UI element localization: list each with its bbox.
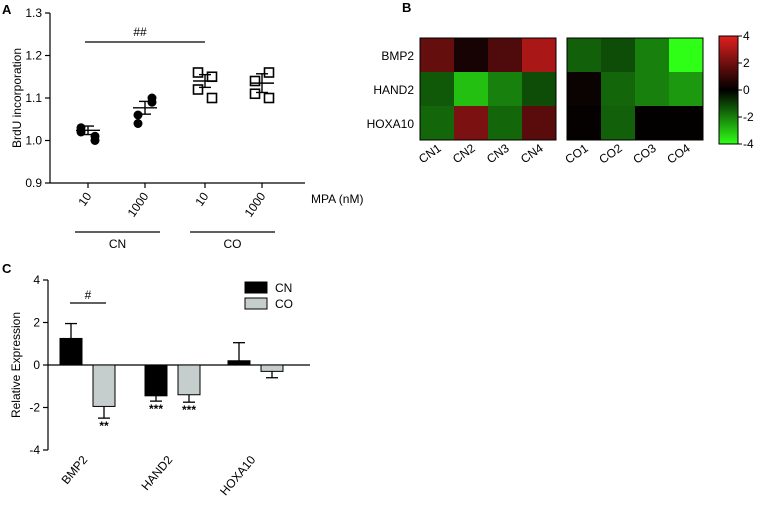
x-tick-label: HOXA10 xyxy=(217,453,258,499)
heatmap-cell xyxy=(488,72,522,106)
x-axis-title: MPA (nM) xyxy=(311,192,363,206)
significance-label: # xyxy=(85,288,92,302)
data-point xyxy=(263,67,275,78)
y-axis-title: Relative Expression xyxy=(9,312,23,418)
x-tick-label: 10 xyxy=(192,189,211,208)
x-tick-label: 1000 xyxy=(125,189,152,219)
legend-label: CO xyxy=(275,297,293,311)
significance-stars: *** xyxy=(182,403,196,417)
data-point xyxy=(206,71,218,83)
data-point xyxy=(192,84,204,95)
heatmap-cell xyxy=(488,38,522,72)
heatmap-cell xyxy=(601,106,635,140)
y-tick-label: 0.9 xyxy=(25,176,42,190)
heatmap-column-label: CO1 xyxy=(562,141,591,167)
heatmap-cell xyxy=(522,38,556,72)
heatmap-column-label: CO4 xyxy=(664,141,693,167)
color-scale-bar xyxy=(718,35,739,145)
significance-stars: ** xyxy=(99,419,109,433)
heatmap-cell xyxy=(488,106,522,140)
heatmap-cell xyxy=(635,106,669,140)
heatmap-row-label: HAND2 xyxy=(373,83,414,97)
legend-label: CN xyxy=(275,281,292,295)
bar xyxy=(144,364,168,397)
x-tick-label: 1000 xyxy=(242,189,269,219)
panel-label-c: C xyxy=(2,261,12,276)
bar xyxy=(177,364,201,396)
bar xyxy=(260,364,284,372)
heatmap-cell xyxy=(669,38,703,72)
significance-label: ## xyxy=(133,25,147,39)
panel-label-b: B xyxy=(402,0,411,15)
y-tick-label: 1.1 xyxy=(25,91,42,105)
heatmap-border xyxy=(419,37,557,141)
heatmap-cell xyxy=(420,106,454,140)
data-point xyxy=(249,88,261,100)
heatmap-cell xyxy=(601,38,635,72)
data-point xyxy=(133,110,143,120)
group-label: CO xyxy=(224,237,242,251)
heatmap-cell xyxy=(567,38,601,72)
color-scale-label: -4 xyxy=(743,137,754,151)
heatmap-column-label: CO2 xyxy=(596,141,625,167)
panel-label-a: A xyxy=(2,2,12,17)
heatmap-cell xyxy=(454,106,488,140)
legend-swatch xyxy=(244,297,268,310)
heatmap-cell xyxy=(454,72,488,106)
panel-c-bar-chart: 4 2 0 -2 -4 Relative Expression ** BMP2 *** *** HA… xyxy=(9,273,310,498)
y-tick-label: 2 xyxy=(33,316,40,330)
heatmap-cell xyxy=(669,106,703,140)
heatmap-cell xyxy=(635,72,669,106)
significance-stars: *** xyxy=(149,402,163,416)
color-scale-label: -2 xyxy=(743,110,754,124)
data-point xyxy=(133,119,143,128)
x-tick-label: BMP2 xyxy=(59,453,91,487)
panel-a-scatter-chart: 0.9 1.0 1.1 1.2 1.3 BrdU incorporation 10 1000 1… xyxy=(10,6,363,251)
heatmap-row-label: BMP2 xyxy=(381,49,414,63)
heatmap-border xyxy=(566,37,704,141)
y-tick-label: 0 xyxy=(33,358,40,372)
group-label: CN xyxy=(109,237,126,251)
data-point xyxy=(249,75,261,87)
heatmap-cell xyxy=(635,38,669,72)
heatmap-cell xyxy=(601,72,635,106)
color-scale-label: 4 xyxy=(743,29,750,43)
data-point xyxy=(147,93,157,103)
y-tick-label: -4 xyxy=(29,443,40,457)
y-tick-label: 1.3 xyxy=(25,6,42,20)
heatmap-cell xyxy=(567,72,601,106)
data-point xyxy=(263,92,275,104)
data-point xyxy=(192,67,204,78)
heatmap-cell xyxy=(454,38,488,72)
heatmap-cell xyxy=(522,106,556,140)
x-tick-label: 10 xyxy=(75,189,94,208)
heatmap-cell xyxy=(420,72,454,106)
heatmap-row-label: HOXA10 xyxy=(367,117,415,131)
heatmap-column-label: CO3 xyxy=(630,141,659,167)
heatmap-cell xyxy=(420,38,454,72)
data-point xyxy=(206,92,218,104)
bar xyxy=(59,337,83,366)
data-point xyxy=(90,136,100,145)
y-tick-label: 1.2 xyxy=(25,49,42,63)
x-tick-label: HAND2 xyxy=(138,453,175,493)
heatmap-cell xyxy=(669,72,703,106)
heatmap-column-label: CN4 xyxy=(518,141,546,166)
heatmap-cell xyxy=(567,106,601,140)
y-tick-label: 1.0 xyxy=(25,134,42,148)
y-tick-label: -2 xyxy=(29,401,40,415)
heatmap-column-label: CN2 xyxy=(450,141,478,166)
heatmap-cell xyxy=(522,72,556,106)
y-tick-label: 4 xyxy=(33,273,40,287)
y-axis-title: BrdU incorporation xyxy=(10,48,24,148)
legend-swatch xyxy=(244,281,268,294)
heatmap-column-label: CN1 xyxy=(416,141,444,166)
color-scale-label: 2 xyxy=(743,56,750,70)
bar xyxy=(92,364,116,407)
color-scale-label: 0 xyxy=(743,83,750,97)
bar xyxy=(227,360,251,366)
heatmap-column-label: CN3 xyxy=(484,141,512,166)
